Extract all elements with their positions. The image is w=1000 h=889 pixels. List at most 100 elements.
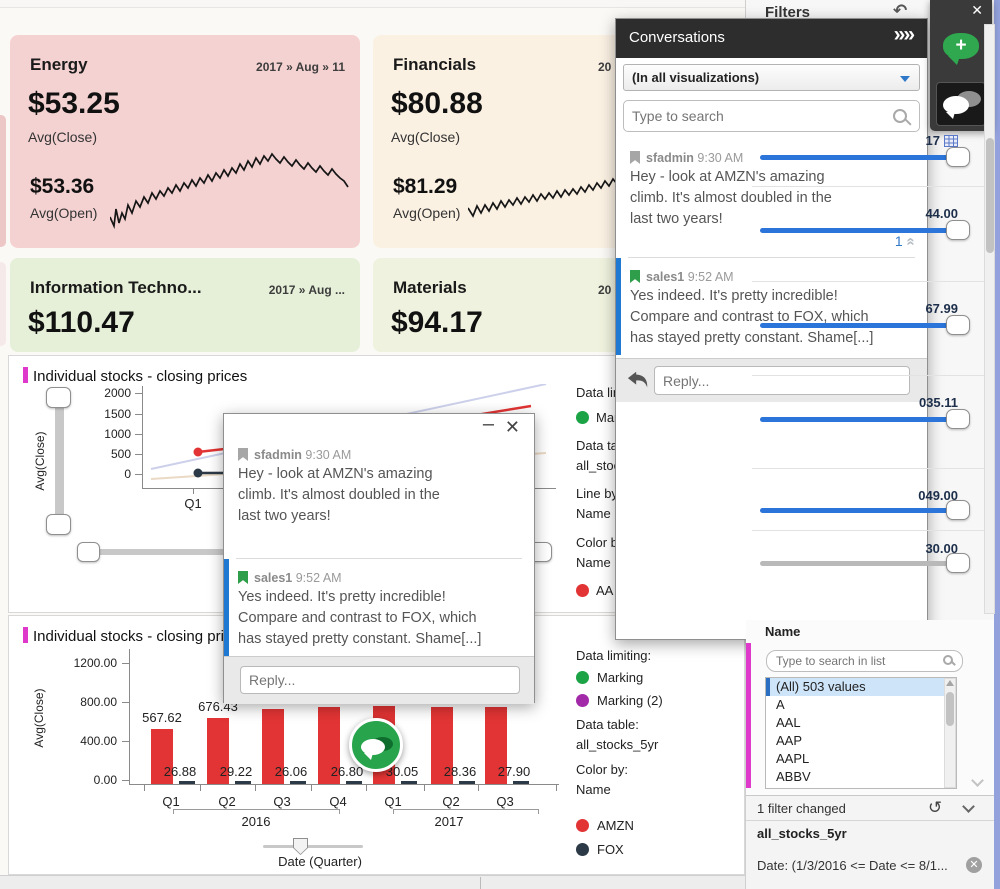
date-slider-track[interactable] xyxy=(263,845,363,848)
x-tick-label: Q3 xyxy=(496,794,514,809)
conversation-marker[interactable] xyxy=(349,718,403,772)
filter-slider-track[interactable] xyxy=(760,323,968,328)
bar-fox[interactable] xyxy=(513,781,529,784)
message-header: sales1 9:52 AM xyxy=(630,270,915,284)
remove-filter-icon[interactable]: ✕ xyxy=(966,857,982,873)
year-bracket xyxy=(339,809,340,814)
list-item[interactable]: AAPL xyxy=(776,751,810,766)
filter-slider-handle[interactable] xyxy=(946,409,970,429)
message-text: Yes indeed. It's pretty incredible! xyxy=(238,589,446,605)
filter-divider xyxy=(752,530,988,531)
filter-value: 035.11 xyxy=(918,395,958,410)
x-tick-mark xyxy=(255,785,256,791)
filter-slider-track[interactable] xyxy=(760,228,968,233)
chat-bubble-icon xyxy=(361,739,385,755)
bar-amzn[interactable] xyxy=(431,707,453,784)
new-conversation-button[interactable]: + xyxy=(943,33,979,65)
x-tick-label: Q2 xyxy=(442,794,460,809)
filter-footer-bg xyxy=(746,795,994,889)
calendar-grid-icon[interactable] xyxy=(944,135,958,150)
message-text: last two years! xyxy=(238,508,331,524)
filter-slider-handle[interactable] xyxy=(946,500,970,520)
bar-fox[interactable] xyxy=(235,781,251,784)
legend-dot xyxy=(576,584,589,597)
list-item[interactable]: (All) 503 values xyxy=(766,678,956,696)
tile-date-path: 2017 » Aug » 11 xyxy=(256,60,345,74)
scope-selector[interactable]: (In all visualizations) xyxy=(623,64,920,91)
reply-count[interactable]: 1 xyxy=(894,233,903,249)
filter-slider-handle[interactable] xyxy=(946,315,970,335)
conversations-toggle-button[interactable] xyxy=(936,82,986,126)
reply-input[interactable] xyxy=(654,366,910,395)
reply-arrow-icon xyxy=(627,371,648,388)
message-text: last two years! xyxy=(630,211,723,227)
bar-value-label: 567.62 xyxy=(142,710,182,725)
bar-fox[interactable] xyxy=(179,781,195,784)
bar-fox[interactable] xyxy=(290,781,306,784)
legend-item: Marking xyxy=(597,670,644,685)
legend-dot xyxy=(576,843,589,856)
close-icon[interactable]: ✕ xyxy=(504,417,520,437)
y-range-slider-handle-bottom[interactable] xyxy=(46,514,71,535)
reply-input[interactable] xyxy=(240,666,520,694)
filter-slider-handle[interactable] xyxy=(946,147,970,167)
list-item[interactable]: ABBV xyxy=(776,769,811,784)
message-text: climb. It's almost doubled in the xyxy=(238,487,440,503)
year-label: 2016 xyxy=(241,814,271,829)
filter-slider-track[interactable] xyxy=(760,417,968,422)
name-filter-list[interactable]: (All) 503 values A AAL AAP AAPL ABBV xyxy=(765,677,957,789)
conversations-header: Conversations »» xyxy=(616,19,927,58)
list-item[interactable]: AAP xyxy=(776,733,803,748)
search-input[interactable] xyxy=(632,101,883,131)
collapse-panel-icon[interactable]: »» xyxy=(893,23,915,46)
bar-fox[interactable] xyxy=(346,781,362,784)
conversations-panel: Conversations »» (In all visualizations)… xyxy=(615,18,928,640)
filter-panel-scrollbar[interactable] xyxy=(984,24,995,614)
filter-slider-track[interactable] xyxy=(760,508,968,513)
active-date-filter: Date: (1/3/2016 <= Date <= 8/1... xyxy=(757,858,948,873)
filter-slider-handle[interactable] xyxy=(946,220,970,240)
scroll-up-icon[interactable] xyxy=(946,680,954,686)
sparkline xyxy=(110,152,349,230)
legend-item: AMZN xyxy=(597,818,634,833)
y-range-slider-handle-top[interactable] xyxy=(46,387,71,408)
bar-amzn[interactable] xyxy=(262,709,284,784)
message-user: sfadmin xyxy=(646,151,694,165)
scrollbar-thumb[interactable] xyxy=(986,138,994,253)
date-slider-handle[interactable] xyxy=(293,838,308,855)
year-label: 2017 xyxy=(434,814,464,829)
x-tick-mark xyxy=(424,785,425,791)
x-range-slider-handle-left[interactable] xyxy=(77,542,100,562)
scrollbar-thumb[interactable] xyxy=(946,692,954,726)
message-text: Compare and contrast to FOX, which xyxy=(238,610,477,626)
conversation-search xyxy=(623,100,920,132)
tile-close-value: $110.47 xyxy=(28,306,135,339)
close-icon[interactable]: ✕ xyxy=(971,2,983,18)
y-tick-label: 400.00 xyxy=(80,734,117,748)
legend-item: AA xyxy=(596,583,614,598)
y-tick-mark xyxy=(122,741,129,742)
bar-fox[interactable] xyxy=(401,781,417,784)
collapse-thread-icon[interactable]: « xyxy=(902,237,920,246)
y-range-slider-track[interactable] xyxy=(55,396,64,518)
bar-amzn[interactable] xyxy=(207,718,229,784)
bar-amzn[interactable] xyxy=(485,707,507,784)
bar-fox[interactable] xyxy=(459,781,475,784)
filter-divider xyxy=(752,468,988,469)
filter-slider-track[interactable] xyxy=(760,561,968,566)
bar-amzn[interactable] xyxy=(151,729,173,784)
reset-filters-icon[interactable]: ↺ xyxy=(928,798,943,817)
filter-slider-track[interactable] xyxy=(760,155,968,160)
list-item[interactable]: AAL xyxy=(776,715,801,730)
list-search-input[interactable] xyxy=(776,651,936,671)
list-item[interactable]: A xyxy=(776,697,785,712)
filter-slider-handle[interactable] xyxy=(946,553,970,573)
minimize-button[interactable]: – xyxy=(482,413,494,435)
undo-icon[interactable]: ↶ xyxy=(893,1,908,20)
message-user: sales1 xyxy=(646,270,685,284)
kpi-tile-energy[interactable]: Energy 2017 » Aug » 11 $53.25 Avg(Close)… xyxy=(10,35,360,248)
legend-item: Name xyxy=(576,782,611,797)
bar-amzn[interactable] xyxy=(318,707,340,784)
kpi-tile-information-technology[interactable]: Information Techno... 2017 » Aug ... $11… xyxy=(10,258,360,352)
message-user: sfadmin xyxy=(254,448,302,462)
